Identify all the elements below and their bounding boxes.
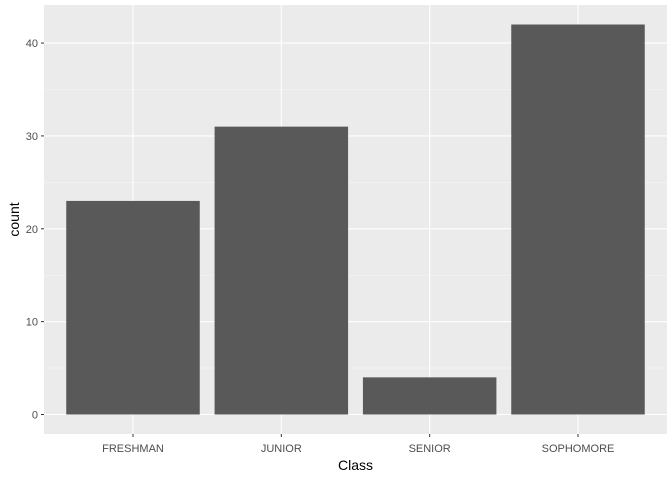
- x-tick-label: SENIOR: [409, 443, 451, 455]
- y-tick-label: 30: [26, 131, 38, 143]
- y-tick-label: 10: [26, 317, 38, 329]
- y-tick-label: 40: [26, 38, 38, 50]
- bar-junior: [214, 126, 349, 415]
- y-axis-title: count: [6, 202, 22, 236]
- y-tick-label: 0: [32, 410, 38, 422]
- x-tick-label: FRESHMAN: [102, 443, 164, 455]
- x-tick-label: JUNIOR: [261, 443, 302, 455]
- x-tick-label: SOPHOMORE: [542, 443, 615, 455]
- bars: [66, 24, 645, 415]
- bar-freshman: [66, 200, 200, 415]
- bar-senior: [362, 377, 497, 415]
- x-axis-title: Class: [338, 457, 373, 473]
- x-axis-ticks: FRESHMAN JUNIOR SENIOR SOPHOMORE: [102, 434, 614, 455]
- y-tick-label: 20: [26, 224, 38, 236]
- y-axis-ticks: 0 10 20 30 40: [26, 38, 44, 422]
- bar-sophomore: [511, 24, 645, 415]
